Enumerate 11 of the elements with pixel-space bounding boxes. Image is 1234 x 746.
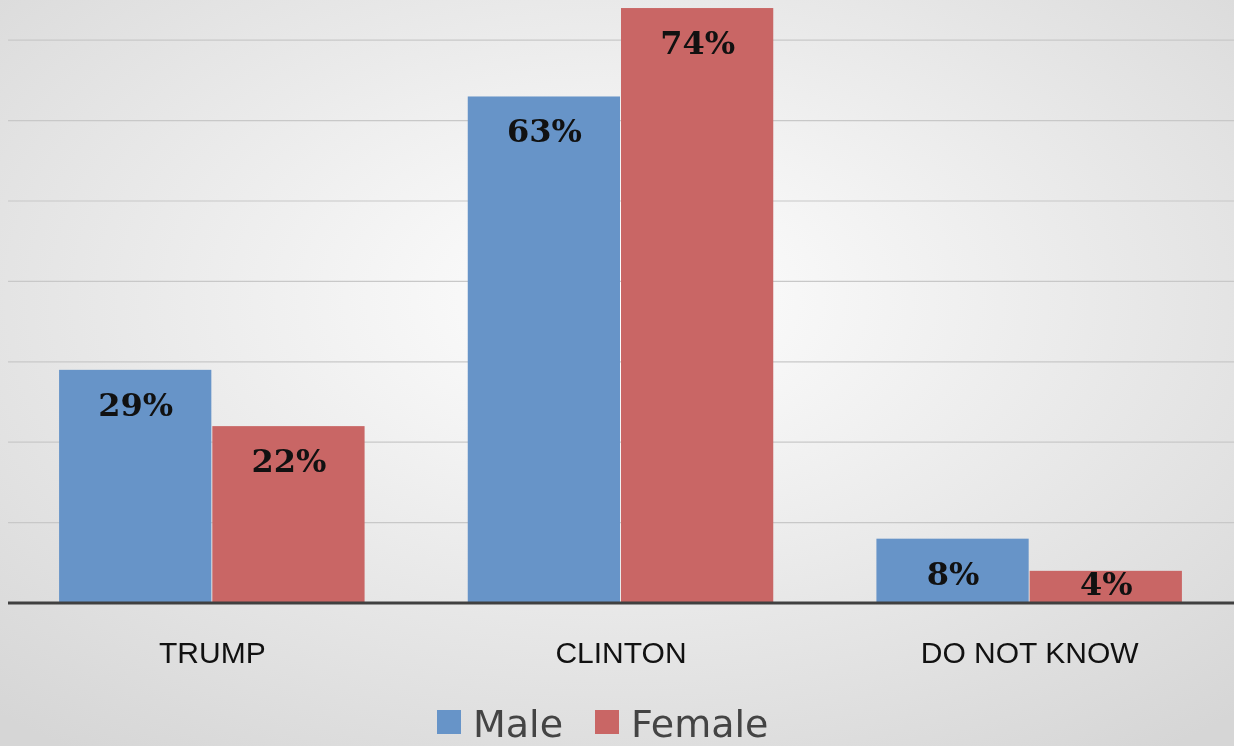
data-label: 22% [251,442,327,481]
legend-label: Male [473,702,564,746]
x-tick-label: CLINTON [555,636,687,669]
legend-label: Female [631,702,769,746]
x-tick-label: TRUMP [159,636,266,669]
data-label: 63% [506,112,582,151]
data-label: 4% [1079,565,1133,603]
data-label: 8% [926,554,980,593]
data-label: 29% [98,385,174,424]
x-tick-label: DO NOT KNOW [920,636,1140,669]
data-label: 74% [660,24,736,63]
